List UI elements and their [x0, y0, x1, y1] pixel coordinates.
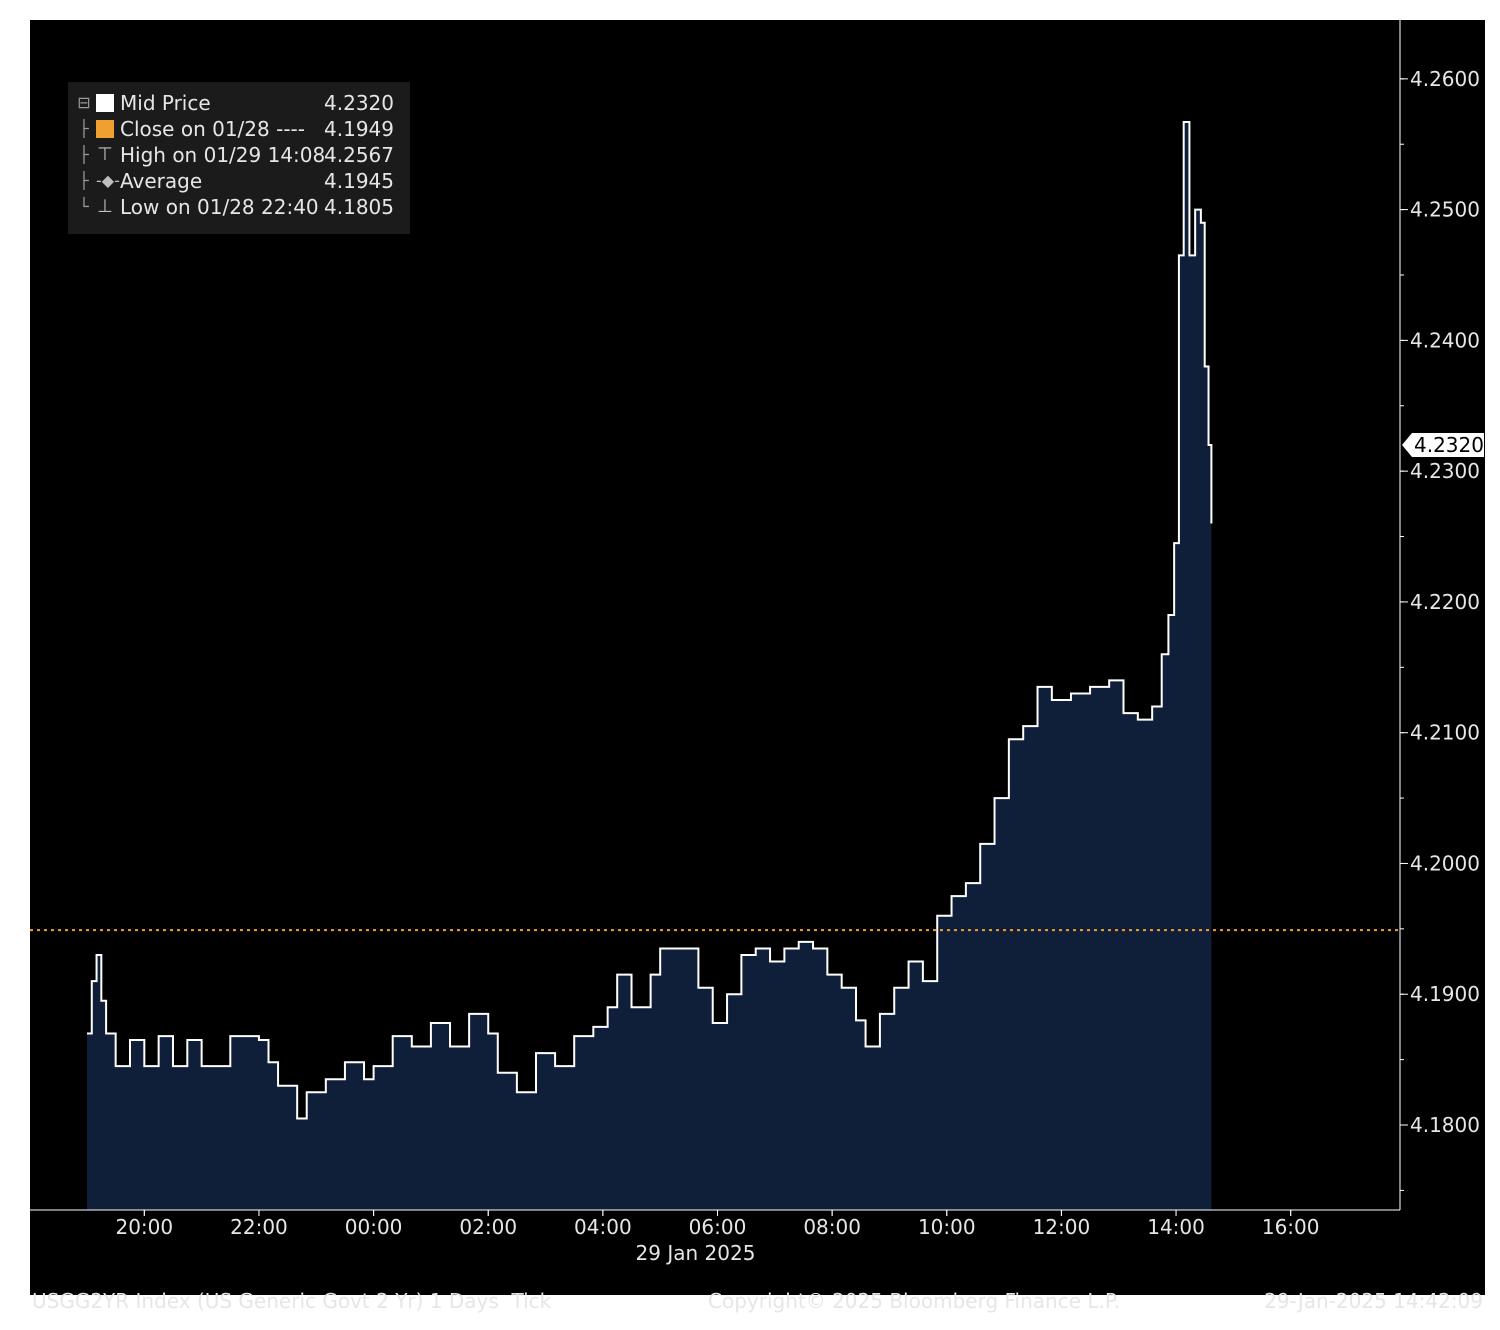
low-marker-icon: ⊥: [97, 196, 113, 217]
legend-item-average: ├ -◆- Average 4.1945: [76, 168, 402, 194]
legend-item-mid-price: ⊟ Mid Price 4.2320: [76, 90, 402, 116]
y-tick-label: 4.2400: [1410, 328, 1480, 352]
y-tick-label: 4.1800: [1410, 1113, 1480, 1137]
x-tick-label: 14:00: [1147, 1215, 1205, 1239]
square-swatch-icon: [96, 120, 114, 138]
x-tick-label: 10:00: [918, 1215, 976, 1239]
tree-branch-icon: └: [79, 197, 89, 216]
square-swatch-icon: [96, 94, 114, 112]
y-tick-label: 4.2600: [1410, 67, 1480, 91]
last-price-badge-label: 4.2320: [1414, 433, 1484, 457]
legend-label: High on 01/29 14:08: [120, 143, 326, 167]
tree-branch-icon: ├: [79, 145, 89, 164]
x-tick-label: 16:00: [1262, 1215, 1320, 1239]
x-tick-label: 22:00: [230, 1215, 288, 1239]
high-marker-icon: ⊤: [97, 144, 113, 165]
tree-branch-icon: ├: [79, 171, 89, 190]
y-tick-label: 4.2000: [1410, 851, 1480, 875]
x-tick-label: 20:00: [115, 1215, 173, 1239]
legend-value: 4.2320: [324, 91, 394, 115]
legend-value: 4.1945: [324, 169, 394, 193]
legend-label: Low on 01/28 22:40: [120, 195, 319, 219]
legend-item-high: ├ ⊤ High on 01/29 14:08 4.2567: [76, 142, 402, 168]
y-tick-label: 4.1900: [1410, 982, 1480, 1006]
x-tick-label: 00:00: [345, 1215, 403, 1239]
average-marker-icon: -◆-: [96, 171, 120, 190]
x-tick-label: 08:00: [803, 1215, 861, 1239]
footer-timestamp: 29-Jan-2025 14:42:09: [1264, 1289, 1483, 1313]
tree-branch-icon: ├: [79, 119, 89, 138]
x-tick-label: 04:00: [574, 1215, 632, 1239]
legend-value: 4.1805: [324, 195, 394, 219]
x-tick-label: 02:00: [459, 1215, 517, 1239]
legend-label: Close on 01/28 ----: [120, 117, 305, 141]
price-line: [87, 121, 1213, 1120]
x-tick-label: 12:00: [1033, 1215, 1091, 1239]
collapse-icon[interactable]: ⊟: [77, 93, 91, 112]
y-tick-label: 4.2300: [1410, 459, 1480, 483]
date-label: 29 Jan 2025: [636, 1241, 756, 1265]
legend-item-close: ├ Close on 01/28 ---- 4.1949: [76, 116, 402, 142]
chart-legend: ⊟ Mid Price 4.2320 ├ Close on 01/28 ----…: [68, 82, 410, 234]
footer-copyright: Copyright© 2025 Bloomberg Finance L.P.: [708, 1289, 1121, 1313]
chart-panel: 4.1800 4.1900 4.2000 4.2100 4.2200 4.2300 4.24…: [30, 20, 1485, 1313]
y-tick-label: 4.2500: [1410, 198, 1480, 222]
last-price-badge: [1402, 433, 1484, 457]
footer-security-label: USGG2YR Index (US Generic Govt 2 Yr) 1 D…: [32, 1289, 552, 1313]
legend-label: Mid Price: [120, 91, 211, 115]
price-area-fill: [87, 122, 1212, 1210]
legend-value: 4.2567: [324, 143, 394, 167]
y-tick-label: 4.2100: [1410, 721, 1480, 745]
y-tick-label: 4.2200: [1410, 590, 1480, 614]
x-tick-label: 06:00: [689, 1215, 747, 1239]
legend-label: Average: [120, 169, 203, 193]
price-chart: 4.1800 4.1900 4.2000 4.2100 4.2200 4.2300 4.24…: [30, 20, 1484, 1265]
legend-item-low: └ ⊥ Low on 01/28 22:40 4.1805: [76, 194, 402, 220]
legend-value: 4.1949: [324, 117, 394, 141]
